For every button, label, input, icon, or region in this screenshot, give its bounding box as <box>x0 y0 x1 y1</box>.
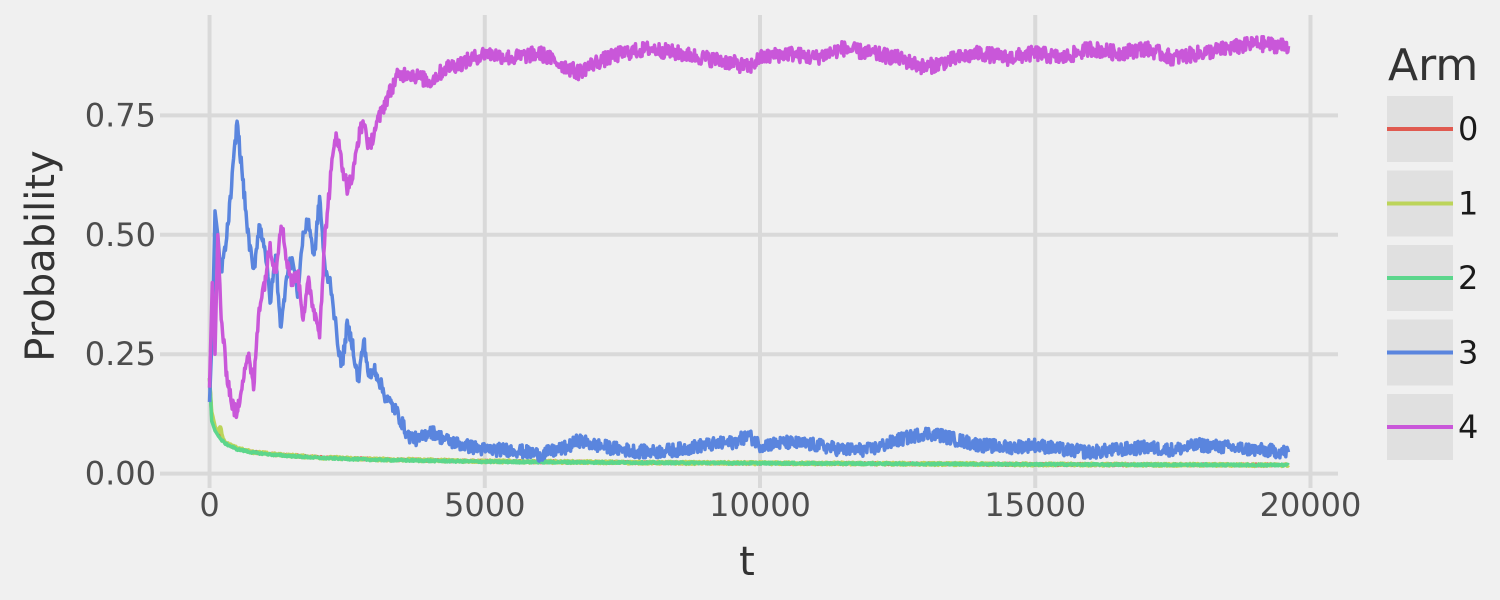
y-tick-label: 0.50 <box>85 216 156 254</box>
legend: Arm 0 1 2 3 4 <box>1387 40 1478 460</box>
legend-label-3: 3 <box>1458 334 1478 372</box>
legend-label-0: 0 <box>1458 110 1478 148</box>
x-axis-title: t <box>739 539 755 585</box>
x-tick-label: 15000 <box>984 486 1086 524</box>
legend-label-4: 4 <box>1458 408 1478 446</box>
legend-label-2: 2 <box>1458 259 1478 297</box>
y-tick-label: 0.00 <box>85 455 156 493</box>
y-axis-ticks: 0.00 0.25 0.50 0.75 <box>85 96 156 492</box>
x-tick-label: 5000 <box>444 486 525 524</box>
grid <box>160 15 1338 488</box>
x-tick-label: 20000 <box>1260 486 1362 524</box>
x-tick-label: 0 <box>199 486 219 524</box>
series-line-3 <box>207 119 1291 463</box>
legend-title: Arm <box>1388 40 1478 91</box>
legend-label-1: 1 <box>1458 185 1478 223</box>
series-line-2 <box>207 378 1290 468</box>
x-axis-ticks: 0 5000 10000 15000 20000 <box>199 486 1361 524</box>
y-tick-label: 0.75 <box>85 96 156 134</box>
y-tick-label: 0.25 <box>85 335 156 373</box>
x-tick-label: 10000 <box>709 486 811 524</box>
series-line-4 <box>207 35 1291 420</box>
series-layer <box>207 35 1291 469</box>
y-axis-title: Probability <box>18 150 64 361</box>
